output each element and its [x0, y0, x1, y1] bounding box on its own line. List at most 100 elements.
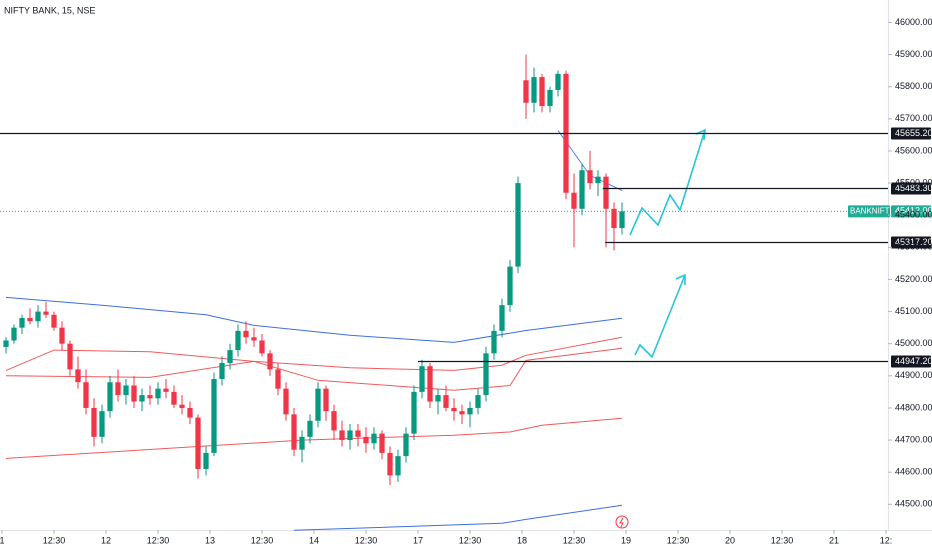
- alert-bolt[interactable]: [619, 517, 624, 528]
- candle-body: [403, 433, 409, 457]
- candle-body: [75, 369, 81, 383]
- x-tick-label: 12:30: [43, 535, 66, 545]
- x-tick-label: 12:30: [459, 535, 482, 545]
- candle-body: [267, 353, 273, 370]
- indicator-line: [5, 347, 623, 391]
- candle-body: [395, 456, 401, 476]
- y-tick-label: 45600.00: [895, 145, 932, 155]
- level-label: 45317.20: [895, 237, 932, 247]
- x-tick-label: 19: [621, 535, 631, 545]
- candle-body: [203, 452, 209, 469]
- y-tick-label: 45500.00: [895, 177, 932, 187]
- candle-body: [195, 417, 201, 469]
- candle-body: [3, 340, 9, 347]
- candle-body: [251, 337, 257, 341]
- x-tick-label: 1: [0, 535, 5, 545]
- candle-body: [235, 330, 241, 351]
- x-tick-label: 20: [725, 535, 735, 545]
- candle-body: [131, 385, 137, 402]
- candle-body: [43, 311, 49, 315]
- candle-body: [603, 176, 609, 209]
- candle-body: [587, 170, 593, 184]
- candle-body: [59, 327, 65, 344]
- candle-body: [435, 395, 441, 402]
- y-tick-label: 45300.00: [895, 242, 932, 252]
- last-price-name-box: [848, 205, 890, 218]
- last-price-box: [891, 205, 931, 218]
- candle-body: [555, 73, 561, 90]
- drawings: [629, 128, 706, 359]
- candle-body: [539, 77, 545, 106]
- candle-body: [443, 395, 449, 408]
- candle-body: [523, 80, 529, 103]
- x-tick-label: 17: [413, 535, 423, 545]
- candle-body: [139, 395, 145, 402]
- candle-body: [387, 452, 393, 476]
- candle-body: [363, 436, 369, 444]
- y-tick-label: 44700.00: [895, 434, 932, 444]
- alert-circle[interactable]: [615, 515, 629, 529]
- candle-body: [11, 327, 17, 341]
- candle-body: [379, 433, 385, 453]
- level-label-box: [891, 355, 931, 368]
- candle-body: [99, 411, 105, 437]
- candle-body: [227, 350, 233, 363]
- arrow-head: [695, 128, 706, 141]
- y-tick-label: 45900.00: [895, 49, 932, 59]
- candle-body: [619, 211, 625, 229]
- candle-body: [491, 330, 497, 354]
- candle-body: [171, 391, 177, 405]
- candle-body: [179, 404, 185, 408]
- y-tick-label: 45200.00: [895, 274, 932, 284]
- candle-body: [219, 362, 225, 380]
- y-tick-label: 45800.00: [895, 81, 932, 91]
- indicator-line: [5, 296, 623, 343]
- candle-body: [475, 395, 481, 408]
- candle-body: [547, 89, 553, 106]
- y-tick-label: 44800.00: [895, 402, 932, 412]
- candle-body: [259, 340, 265, 354]
- candle-body: [107, 382, 113, 412]
- candle-body: [371, 433, 377, 444]
- chart-title: NIFTY BANK, 15, NSE: [4, 5, 95, 15]
- level-label-box: [891, 236, 931, 249]
- candle-body: [315, 388, 321, 421]
- candle-body: [339, 430, 345, 441]
- candle-body: [115, 382, 121, 396]
- indicator-line: [293, 504, 623, 531]
- candle-body: [123, 385, 129, 396]
- candle-body: [531, 77, 537, 103]
- x-tick-label: 12: [101, 535, 111, 545]
- candle-body: [611, 208, 617, 229]
- candle-body: [483, 353, 489, 396]
- level-layer: 45655.20 45483.30 45317.20 44947.20 BANKNIFT…: [0, 127, 932, 368]
- x-tick-label: 12:30: [355, 535, 378, 545]
- candle-body: [35, 311, 41, 322]
- alert-icon[interactable]: [615, 515, 629, 529]
- level-label-box: [891, 127, 931, 140]
- candle-body: [91, 407, 97, 437]
- candle-body: [51, 314, 57, 328]
- candle-body: [163, 388, 169, 392]
- y-tick-label: 45700.00: [895, 113, 932, 123]
- candle-body: [307, 420, 313, 437]
- candle-body: [579, 170, 585, 209]
- x-tick-label: 13: [205, 535, 215, 545]
- x-tick-label: 12:: [880, 535, 893, 545]
- candle-body: [595, 176, 601, 184]
- y-tick-label: 45100.00: [895, 306, 932, 316]
- candle-body: [451, 407, 457, 412]
- y-tick-label: 44500.00: [895, 499, 932, 509]
- candle-body: [299, 436, 305, 450]
- candle-body: [19, 318, 25, 328]
- candle-body: [155, 388, 161, 399]
- level-label: 45655.20: [895, 128, 932, 138]
- x-tick-label: 18: [517, 535, 527, 545]
- candle-body: [411, 391, 417, 434]
- x-tick-label: 12:30: [251, 535, 274, 545]
- level-label: 44947.20: [895, 356, 932, 366]
- level-label: 45483.30: [895, 183, 932, 193]
- y-tick-label: 45000.00: [895, 338, 932, 348]
